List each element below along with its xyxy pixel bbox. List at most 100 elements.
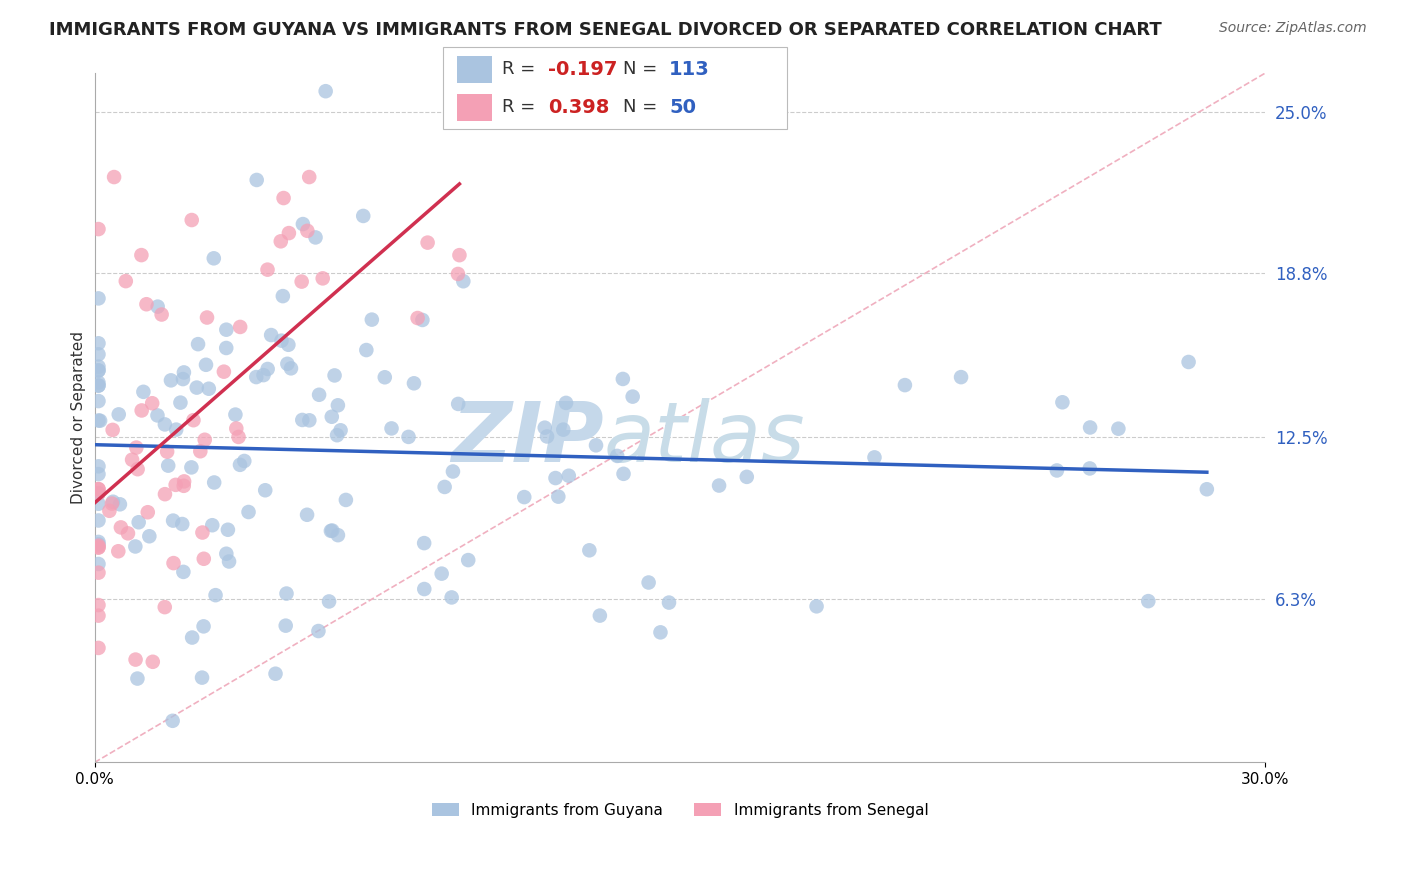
Text: 50: 50 bbox=[669, 98, 696, 117]
Point bbox=[173, 475, 195, 489]
Point bbox=[406, 311, 429, 326]
Point bbox=[513, 490, 536, 504]
Point bbox=[252, 368, 274, 383]
Point bbox=[121, 452, 143, 467]
Point bbox=[195, 310, 218, 325]
Point bbox=[198, 382, 221, 396]
Point bbox=[117, 526, 139, 541]
Point bbox=[457, 553, 479, 567]
Point bbox=[87, 347, 110, 361]
Point bbox=[165, 478, 187, 492]
Point bbox=[276, 586, 298, 600]
Point bbox=[291, 217, 314, 231]
Point bbox=[89, 414, 111, 428]
Point bbox=[87, 364, 110, 378]
Point bbox=[735, 470, 758, 484]
Point bbox=[225, 421, 247, 435]
Text: IMMIGRANTS FROM GUYANA VS IMMIGRANTS FROM SENEGAL DIVORCED OR SEPARATED CORRELAT: IMMIGRANTS FROM GUYANA VS IMMIGRANTS FRO… bbox=[49, 21, 1161, 38]
Point bbox=[1177, 355, 1199, 369]
Point bbox=[218, 554, 240, 568]
Point bbox=[87, 497, 110, 511]
Point bbox=[146, 300, 169, 314]
Point bbox=[238, 505, 260, 519]
Point bbox=[169, 395, 191, 409]
Point bbox=[308, 388, 330, 402]
Point bbox=[323, 368, 346, 383]
Point bbox=[204, 588, 226, 602]
Point bbox=[193, 551, 215, 566]
Point bbox=[153, 487, 176, 501]
Point bbox=[298, 413, 321, 427]
Point bbox=[277, 226, 299, 240]
Point bbox=[87, 486, 110, 500]
Point bbox=[621, 390, 644, 404]
Point bbox=[291, 413, 314, 427]
Text: ZIP: ZIP bbox=[451, 398, 603, 479]
Point bbox=[201, 518, 224, 533]
Point bbox=[585, 438, 607, 452]
Point bbox=[416, 235, 439, 250]
Point bbox=[87, 541, 110, 555]
Point bbox=[612, 467, 634, 481]
Point bbox=[1046, 463, 1069, 477]
Point bbox=[141, 396, 163, 410]
Point bbox=[87, 363, 110, 377]
Point bbox=[87, 566, 110, 580]
Point bbox=[186, 381, 208, 395]
Point bbox=[87, 459, 110, 474]
Point bbox=[87, 467, 110, 482]
Point bbox=[270, 235, 292, 249]
Point bbox=[193, 619, 215, 633]
Point bbox=[108, 497, 131, 511]
Point bbox=[315, 84, 337, 98]
Point bbox=[297, 224, 319, 238]
Point bbox=[160, 373, 183, 387]
Point bbox=[441, 465, 464, 479]
Point bbox=[256, 262, 278, 277]
Point bbox=[298, 169, 321, 184]
Point bbox=[360, 312, 382, 326]
Point bbox=[246, 173, 269, 187]
Point bbox=[131, 403, 153, 417]
Point bbox=[321, 409, 343, 424]
Point bbox=[1137, 594, 1160, 608]
Point bbox=[124, 652, 146, 666]
Point bbox=[894, 378, 917, 392]
Point bbox=[87, 537, 110, 551]
Point bbox=[578, 543, 600, 558]
Text: 0.398: 0.398 bbox=[548, 98, 610, 117]
Point bbox=[555, 396, 578, 410]
Point bbox=[187, 337, 209, 351]
Point bbox=[87, 482, 110, 496]
Point bbox=[536, 429, 558, 443]
Point bbox=[128, 515, 150, 529]
Point bbox=[326, 528, 349, 542]
Text: -0.197: -0.197 bbox=[548, 60, 617, 78]
Point bbox=[215, 547, 238, 561]
Point bbox=[127, 672, 149, 686]
Point bbox=[202, 475, 225, 490]
Point bbox=[326, 428, 349, 442]
Legend: Immigrants from Guyana, Immigrants from Senegal: Immigrants from Guyana, Immigrants from … bbox=[426, 797, 935, 823]
Point bbox=[87, 359, 110, 374]
Point bbox=[806, 599, 828, 614]
Point bbox=[433, 480, 456, 494]
Point bbox=[254, 483, 277, 498]
Point bbox=[87, 336, 110, 351]
Point bbox=[229, 320, 252, 334]
Point bbox=[264, 666, 287, 681]
Point bbox=[276, 357, 298, 371]
Point bbox=[544, 471, 567, 485]
Text: 113: 113 bbox=[669, 60, 710, 78]
Point bbox=[124, 540, 146, 554]
Point bbox=[172, 372, 194, 386]
Point bbox=[863, 450, 886, 465]
Point bbox=[157, 458, 180, 473]
Point bbox=[217, 523, 239, 537]
Point bbox=[380, 421, 402, 435]
Point bbox=[125, 441, 148, 455]
Point bbox=[1078, 461, 1101, 475]
Point bbox=[304, 230, 326, 244]
Point bbox=[103, 169, 125, 184]
Point bbox=[224, 408, 246, 422]
